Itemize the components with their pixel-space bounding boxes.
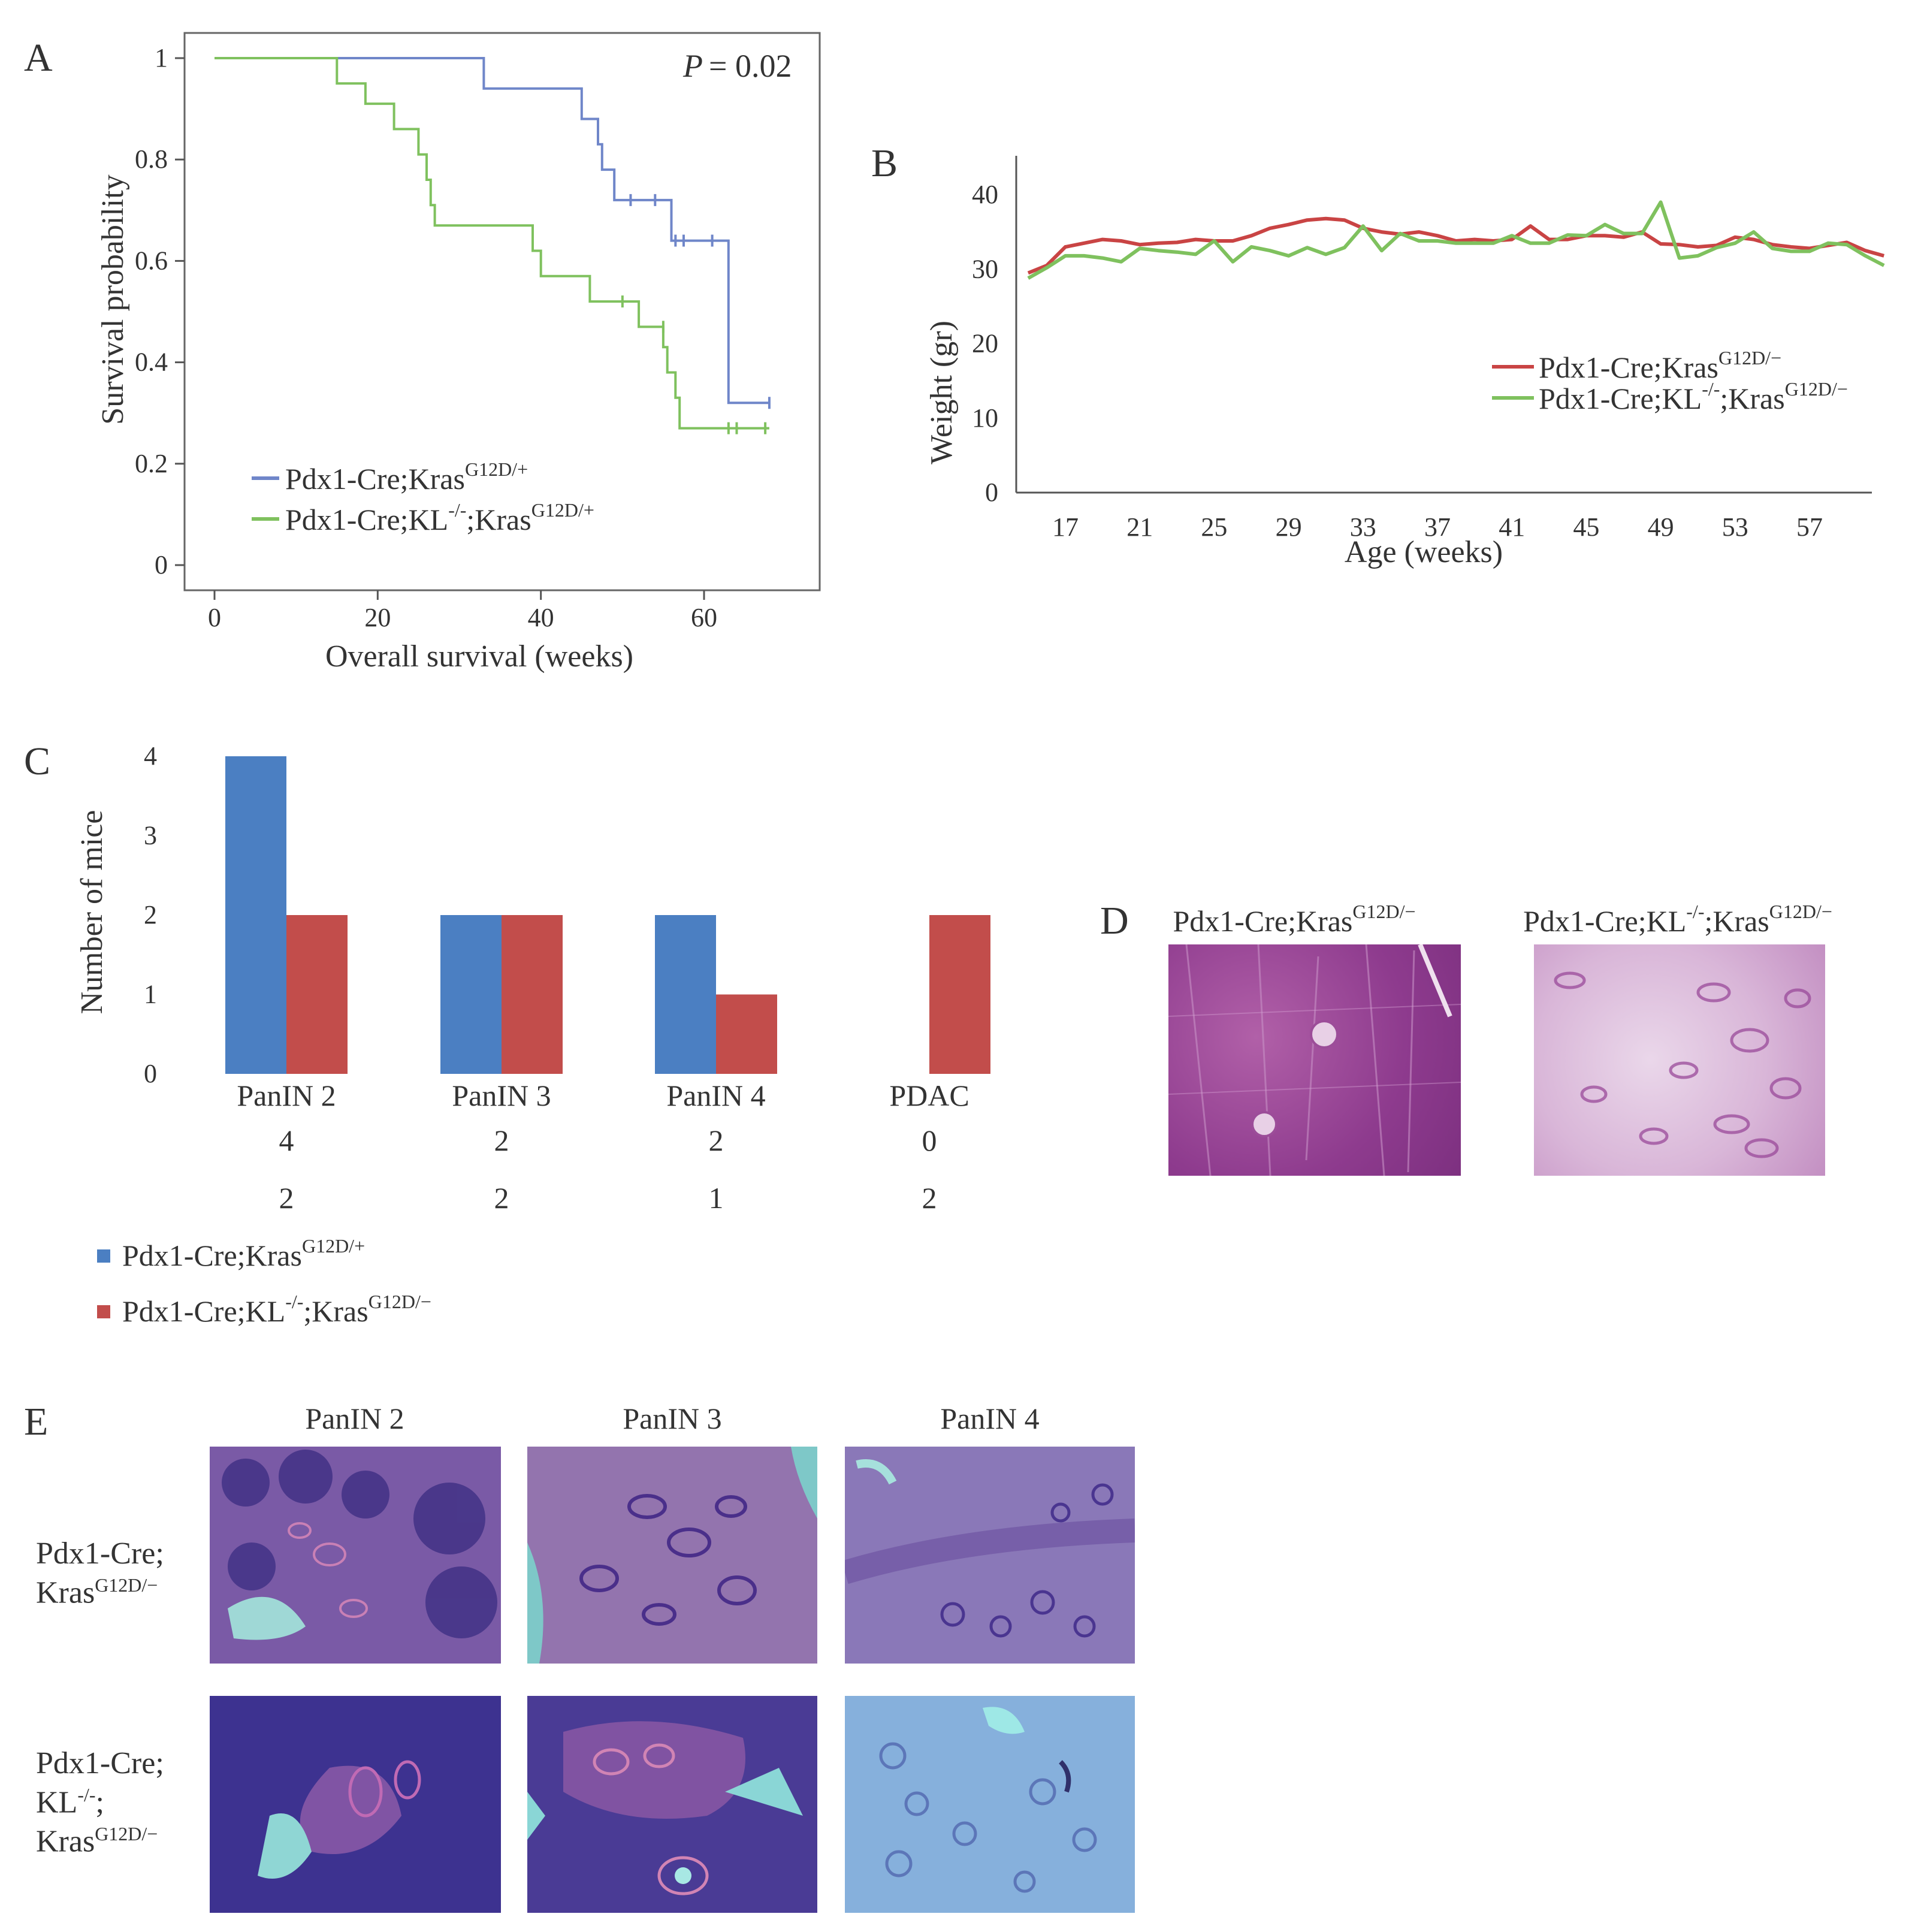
histology-image-e-1-1 bbox=[210, 1447, 501, 1664]
panel-e-col-label-1: PanIN 2 bbox=[305, 1402, 404, 1435]
chart-a-frame bbox=[183, 32, 821, 591]
panel-label-a: A bbox=[24, 36, 53, 80]
panel-label-d: D bbox=[1100, 899, 1129, 943]
chart-b-ytick-label: 20 bbox=[972, 329, 998, 358]
chart-b-xtick-label: 57 bbox=[1796, 512, 1823, 542]
chart-a-annotation-value: = 0.02 bbox=[709, 48, 792, 84]
chart-a-xtick-label: 20 bbox=[364, 603, 391, 632]
chart-c-category-label: PDAC bbox=[889, 1079, 969, 1112]
chart-c-ytick-label: 0 bbox=[144, 1059, 157, 1088]
chart-b-xtick-label: 45 bbox=[1573, 512, 1599, 542]
chart-b-xtick-label: 17 bbox=[1052, 512, 1079, 542]
chart-a-ylabel: Survival probability bbox=[96, 174, 130, 424]
chart-a-ytick-label: 0.8 bbox=[135, 144, 168, 174]
chart-a-xtick-label: 60 bbox=[691, 603, 717, 632]
panel-e-row-label-2: Pdx1-Cre; KL-/-; KrasG12D/− bbox=[36, 1746, 164, 1859]
chart-a-series-1-line bbox=[215, 57, 769, 404]
chart-c-bar-2 bbox=[502, 915, 563, 1074]
panel-d-col1-label: Pdx1-Cre;KrasG12D/− bbox=[1173, 901, 1415, 938]
chart-b-legend-1: Pdx1-Cre;KrasG12D/− bbox=[1539, 347, 1781, 384]
chart-c-category-label: PanIN 2 bbox=[237, 1079, 336, 1112]
chart-c-bar-2 bbox=[286, 915, 348, 1074]
chart-b-ytick-label: 10 bbox=[972, 403, 998, 433]
chart-b-series-2-line bbox=[1027, 200, 1885, 280]
chart-c-data-label-1: 0 bbox=[922, 1124, 937, 1157]
chart-b-legend-2: Pdx1-Cre;KL-/-;KrasG12D/− bbox=[1539, 378, 1848, 415]
chart-b-ylabel: Weight (gr) bbox=[925, 321, 959, 464]
chart-c-data-label-2: 2 bbox=[494, 1181, 509, 1215]
chart-c-data-label-1: 2 bbox=[494, 1124, 509, 1157]
chart-c-category-label: PanIN 4 bbox=[666, 1079, 765, 1112]
histology-image-e-1-3 bbox=[845, 1447, 1135, 1664]
chart-c-data-label-1: 4 bbox=[279, 1124, 294, 1157]
chart-a-ytick-label: 1 bbox=[155, 43, 168, 73]
chart-a-ytick-label: 0 bbox=[155, 550, 168, 579]
chart-c-legend-1: Pdx1-Cre;KrasG12D/+ bbox=[122, 1235, 365, 1272]
chart-a-legend-1: Pdx1-Cre;KrasG12D/+ bbox=[285, 458, 528, 496]
histology-image-d-1 bbox=[1168, 944, 1461, 1176]
chart-a-xlabel: Overall survival (weeks) bbox=[325, 639, 633, 674]
chart-a-ytick-label: 0.2 bbox=[135, 449, 168, 478]
chart-c-bar-1 bbox=[225, 756, 286, 1074]
histology-image-e-1-2 bbox=[527, 1447, 817, 1664]
chart-c-data-label-2: 2 bbox=[279, 1181, 294, 1215]
chart-c-ytick-label: 3 bbox=[144, 821, 157, 850]
panel-d-col2-label: Pdx1-Cre;KL-/-;KrasG12D/− bbox=[1523, 901, 1832, 938]
chart-c-bar-2 bbox=[929, 915, 990, 1074]
chart-c-data-label-2: 2 bbox=[922, 1181, 937, 1215]
chart-c-data-label-2: 1 bbox=[709, 1181, 724, 1215]
chart-c-ylabel: Number of mice bbox=[75, 810, 109, 1015]
panel-d-labels: Pdx1-Cre;KrasG12D/− Pdx1-Cre;KL-/-;KrasG… bbox=[1173, 901, 1832, 938]
chart-c-legend-2: Pdx1-Cre;KL-/-;KrasG12D/− bbox=[122, 1291, 431, 1328]
chart-b-series-1-line bbox=[1027, 216, 1885, 275]
histology-image-e-2-1 bbox=[210, 1696, 501, 1913]
chart-a-xtick-label: 0 bbox=[208, 603, 221, 632]
chart-a-ytick-label: 0.4 bbox=[135, 348, 168, 377]
chart-c-ytick-label: 1 bbox=[144, 980, 157, 1009]
panel-e-row-label-1: Pdx1-Cre; KrasG12D/− bbox=[36, 1536, 164, 1610]
chart-a-series-2-line bbox=[215, 57, 769, 430]
chart-c-ytick-label: 2 bbox=[144, 900, 157, 929]
chart-b-xtick-label: 41 bbox=[1499, 512, 1525, 542]
chart-a-legend-2: Pdx1-Cre;KL-/-;KrasG12D/+ bbox=[285, 499, 594, 536]
chart-b-ytick-label: 30 bbox=[972, 254, 998, 283]
chart-a-annotation: P = 0.02 bbox=[682, 48, 792, 84]
chart-c-bar-1 bbox=[440, 915, 502, 1074]
panel-e-col-label-2: PanIN 3 bbox=[623, 1402, 722, 1435]
histology-image-e-2-2 bbox=[527, 1696, 817, 1913]
chart-b-xtick-label: 53 bbox=[1722, 512, 1748, 542]
chart-b-xlabel: Age (weeks) bbox=[1345, 535, 1503, 569]
histology-image-d-2 bbox=[1534, 944, 1825, 1176]
chart-c-data-label-1: 2 bbox=[709, 1124, 724, 1157]
chart-c-bar-2 bbox=[716, 994, 777, 1074]
chart-c-legend-swatch-2 bbox=[97, 1305, 110, 1318]
chart-c-bars: 0 1 2 3 4 4 2 PanIN 2 2 2 PanIN 3 2 1 PanIN 4 0 2 PDAC N… bbox=[75, 741, 990, 1328]
chart-b-xtick-label: 25 bbox=[1201, 512, 1227, 542]
chart-a-ytick-label: 0.6 bbox=[135, 246, 168, 275]
histology-image-e-2-3 bbox=[845, 1696, 1135, 1913]
chart-b-ytick-label: 40 bbox=[972, 180, 998, 209]
chart-b-xtick-label: 37 bbox=[1424, 512, 1451, 542]
chart-a-annotation-p: P bbox=[682, 48, 703, 84]
panel-e-col-label-3: PanIN 4 bbox=[940, 1402, 1040, 1435]
chart-c-ytick-label: 4 bbox=[144, 741, 157, 771]
panel-label-c: C bbox=[24, 739, 51, 783]
chart-b-weight: 0 10 20 30 40 17 21 25 29 33 37 41 45 49 53 57 Age (wee… bbox=[925, 156, 1885, 569]
chart-a-xtick-label: 40 bbox=[528, 603, 554, 632]
chart-b-xtick-label: 49 bbox=[1648, 512, 1674, 542]
chart-b-xtick-label: 33 bbox=[1350, 512, 1376, 542]
chart-c-bar-1 bbox=[655, 915, 716, 1074]
chart-c-legend-swatch-1 bbox=[97, 1249, 110, 1263]
chart-b-xtick-label: 21 bbox=[1126, 512, 1153, 542]
panel-label-b: B bbox=[871, 141, 898, 185]
chart-c-category-label: PanIN 3 bbox=[452, 1079, 551, 1112]
chart-b-xtick-label: 29 bbox=[1276, 512, 1302, 542]
chart-a-survival: 0 0.2 0.4 0.6 0.8 1 0 20 40 60 P = 0.02 Overall su… bbox=[96, 32, 821, 674]
chart-b-ytick-label: 0 bbox=[985, 478, 998, 507]
panel-label-e: E bbox=[24, 1400, 49, 1444]
